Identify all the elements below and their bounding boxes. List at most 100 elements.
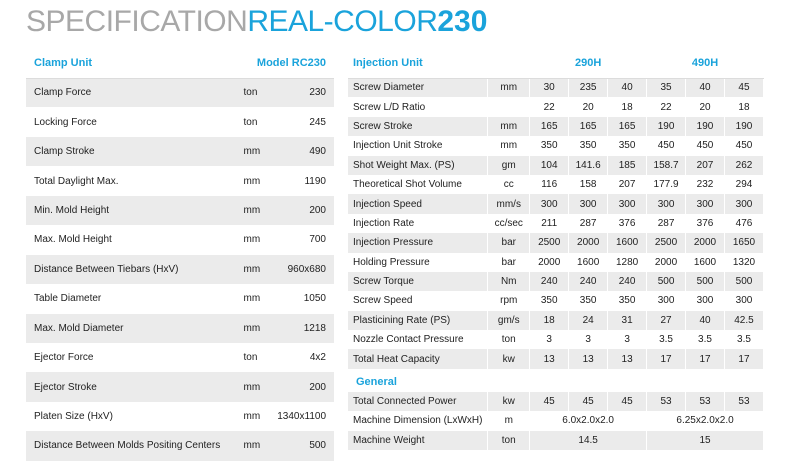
spec-value: 45 [724, 78, 765, 98]
spec-value: 500 [724, 271, 765, 292]
spec-unit: mm [487, 136, 531, 156]
table-row: Platen Size (HxV) mm 1340x1100 [26, 402, 334, 431]
table-row: Max. Mold Diameter mm 1218 [26, 313, 334, 343]
spec-unit [487, 97, 531, 117]
spec-unit: kw [487, 391, 531, 412]
spec-value-290h: 6.0x2.0x2.0 [529, 411, 648, 431]
table-row: Total Connected Power kw 45 45 45 53 53 53 [348, 391, 765, 412]
spec-value: 4x2 [309, 352, 326, 364]
spec-value: 40 [685, 78, 725, 98]
spec-value: 13 [568, 349, 609, 369]
spec-value: 294 [724, 174, 765, 195]
spec-unit: cc [487, 174, 531, 195]
spec-unit: mm [243, 411, 261, 423]
injection-unit-table: Injection Unit 290H 490H Screw Diameter m… [348, 48, 765, 451]
spec-unit: mm [237, 195, 278, 226]
spec-value: 1050 [303, 293, 326, 305]
spec-value: 3.5 [646, 330, 687, 350]
spec-value: 18 [607, 97, 648, 117]
spec-value: 287 [568, 213, 609, 234]
table-row: Nozzle Contact Pressure ton 3 3 3 3.5 3.5 3.5 [348, 330, 765, 350]
model-heading: Model RC230 [237, 48, 334, 79]
spec-label: Distance Between Molds Positing Centers [26, 431, 238, 461]
spec-value: 1600 [607, 233, 648, 253]
spec-label: Injection Unit Stroke [348, 136, 489, 156]
spec-value: 207 [607, 174, 648, 195]
spec-value-490h: 6.25x2.0x2.0 [646, 411, 764, 431]
spec-value: 476 [724, 213, 765, 234]
spec-unit: kw [487, 349, 531, 369]
injection-header-row: Injection Unit 290H 490H [348, 48, 764, 79]
spec-value: 1600 [685, 252, 725, 272]
spec-value: 500 [646, 271, 687, 292]
spec-label: Platen Size (HxV) [34, 411, 113, 423]
spec-value: 141.6 [568, 155, 609, 175]
spec-value: 165 [568, 116, 609, 137]
spec-value: 200 [277, 195, 334, 226]
spec-value: 17 [724, 349, 765, 369]
title-model-name: REAL-COLOR [247, 5, 438, 38]
clamp-header-row: Clamp Unit Model RC230 [26, 48, 334, 79]
table-row: Min. Mold Height mm 200 [26, 195, 334, 226]
spec-value: 1190 [304, 175, 326, 187]
spec-value: 300 [607, 194, 648, 214]
spec-label: Max. Mold Height [34, 234, 112, 246]
spec-value: 350 [568, 136, 609, 156]
spec-label: Plasticining Rate (PS) [348, 310, 489, 331]
spec-unit: Nm [487, 271, 531, 292]
spec-label: Screw Torque [348, 271, 489, 292]
table-row: Machine Dimension (LxWxH) m 6.0x2.0x2.0 6.2… [348, 411, 764, 431]
spec-label: Table Diameter [34, 293, 102, 305]
general-heading: General [348, 368, 764, 392]
spec-value: 1600 [568, 252, 609, 272]
spec-label: Shot Weight Max. (PS) [348, 155, 489, 175]
spec-value: 500 [277, 431, 334, 461]
table-row: Screw Diameter mm 30 235 40 35 40 45 [348, 78, 765, 98]
spec-value-490h: 15 [646, 430, 764, 451]
spec-label: Machine Weight [348, 430, 489, 451]
spec-value: 31 [607, 310, 648, 331]
spec-value: 300 [646, 291, 687, 311]
spec-value: 240 [607, 271, 648, 292]
spec-label: Total Heat Capacity [348, 349, 489, 369]
spec-value: 42.5 [724, 310, 765, 331]
spec-label: Injection Pressure [348, 233, 489, 253]
spec-value: 262 [724, 155, 765, 175]
table-row: Distance Between Tiebars (HxV) mm 960x680 [26, 254, 334, 285]
table-row: Plasticining Rate (PS) gm/s 18 24 31 27 40 42.5 [348, 310, 765, 331]
table-row: Table Diameter mm 1050 [26, 284, 334, 313]
clamp-unit-heading: Clamp Unit [26, 48, 238, 79]
injection-unit-heading: Injection Unit [348, 48, 489, 79]
spec-value: 230 [277, 78, 334, 108]
table-row: Screw L/D Ratio 22 20 18 22 20 18 [348, 97, 765, 117]
spec-value: 287 [646, 213, 687, 234]
spec-label: Nozzle Contact Pressure [348, 330, 489, 350]
spec-unit: mm [487, 78, 531, 98]
spec-unit: ton [487, 330, 531, 350]
spec-value: 35 [646, 78, 687, 98]
table-row: Clamp Stroke mm 490 [26, 136, 334, 167]
spec-value: 1280 [607, 252, 648, 272]
spec-value: 17 [685, 349, 725, 369]
spec-unit: mm/s [487, 194, 531, 214]
spec-value: 500 [685, 271, 725, 292]
spec-value: 158.7 [646, 155, 687, 175]
spec-value: 3 [529, 330, 570, 350]
spec-value: 300 [529, 194, 570, 214]
spec-value: 376 [607, 213, 648, 234]
spec-value: 350 [607, 136, 648, 156]
spec-value: 53 [685, 391, 725, 412]
spec-value: 1340x1100 [277, 411, 326, 423]
spec-value: 18 [724, 97, 765, 117]
spec-value: 350 [607, 291, 648, 311]
table-row: Injection Unit Stroke mm 350 350 350 450 450 45… [348, 136, 765, 156]
table-row: Injection Pressure bar 2500 2000 1600 2500 200… [348, 233, 765, 253]
spec-value: 211 [529, 213, 570, 234]
table-row: Locking Force ton 245 [26, 107, 334, 136]
title-model-number: 230 [437, 5, 488, 38]
spec-value: 185 [607, 155, 648, 175]
spec-label: Screw Diameter [348, 78, 489, 98]
spec-value: 22 [646, 97, 687, 117]
spec-unit: ton [243, 352, 258, 364]
spec-unit: mm [237, 136, 278, 167]
